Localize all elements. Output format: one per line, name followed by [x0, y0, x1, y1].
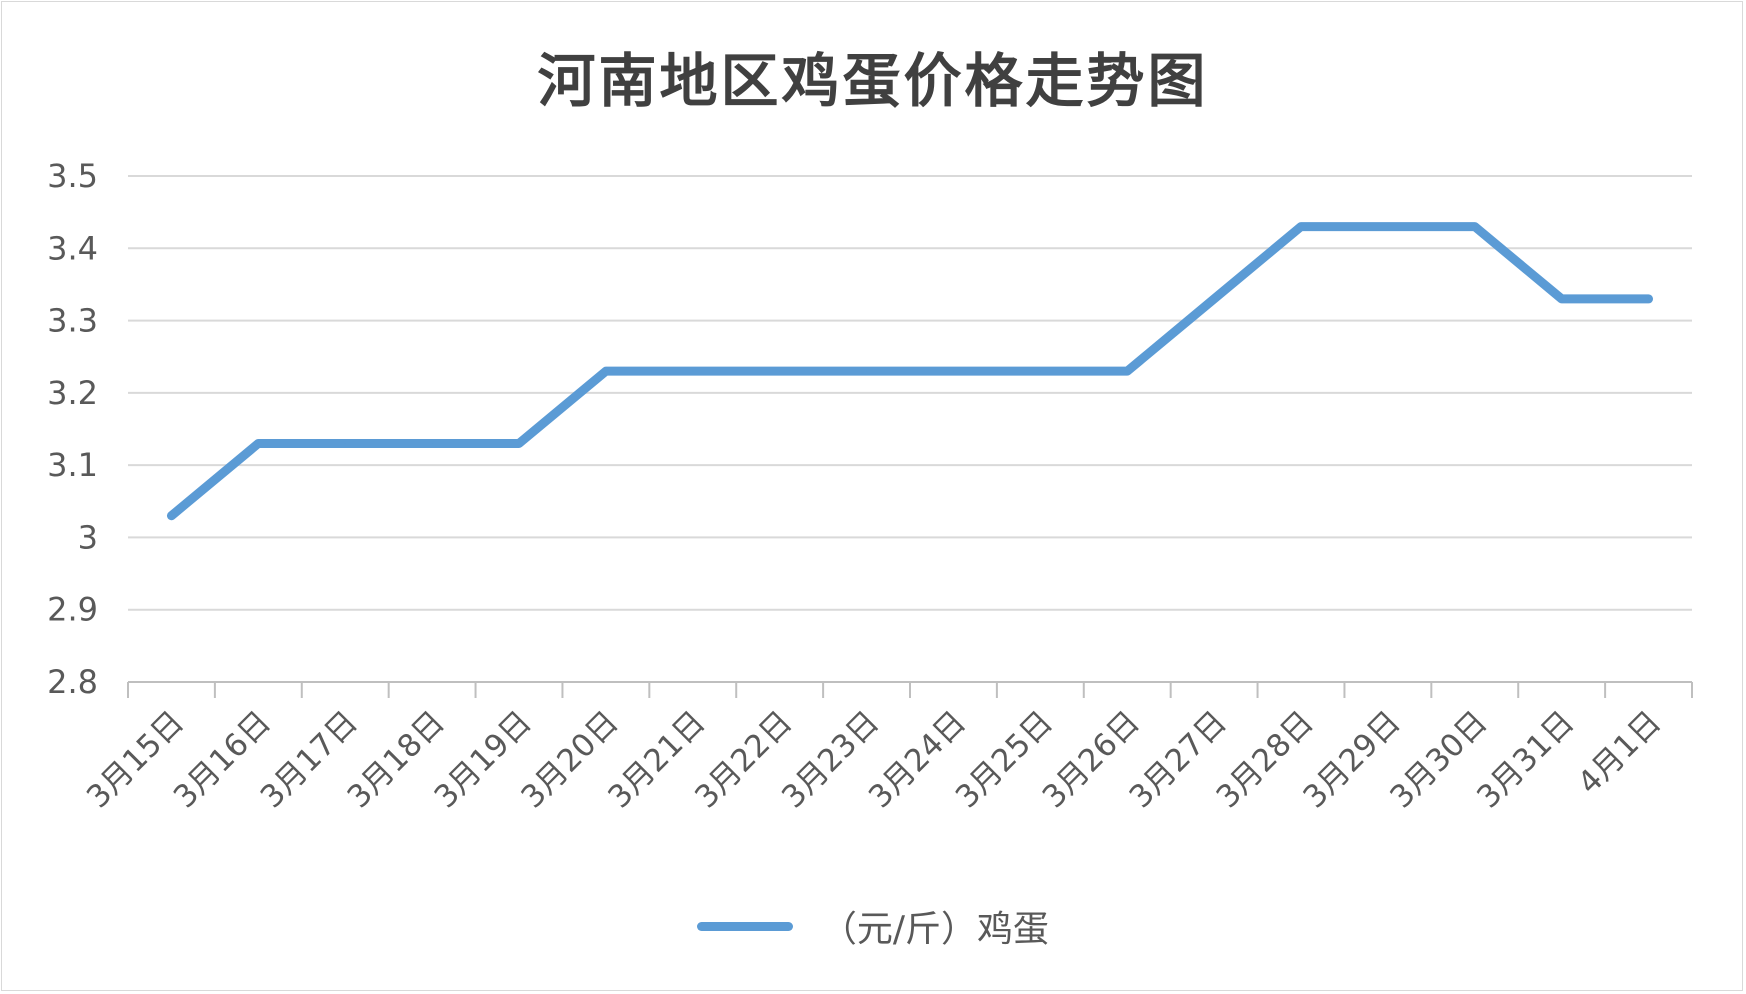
legend-swatch	[696, 921, 793, 931]
data-point	[1387, 226, 1389, 228]
data-point	[1561, 298, 1563, 300]
x-tick-label: 4月1日	[1571, 704, 1668, 801]
data-point	[1300, 226, 1302, 228]
data-point	[1213, 298, 1215, 300]
y-tick-label: 2.9	[47, 591, 98, 629]
series-line	[166, 222, 1654, 521]
data-point	[431, 442, 433, 444]
data-point	[518, 442, 520, 444]
y-tick-label: 3.3	[47, 302, 98, 340]
data-point	[1126, 370, 1128, 372]
y-tick-label: 3.2	[47, 374, 98, 412]
data-point	[779, 370, 781, 372]
data-point	[1039, 370, 1041, 372]
data-point	[1648, 298, 1650, 300]
chart-title: 河南地区鸡蛋价格走势图	[537, 47, 1209, 115]
data-point	[170, 515, 172, 517]
y-tick-label: 3.4	[47, 229, 98, 267]
y-tick-label: 3.5	[47, 157, 98, 195]
data-point	[866, 370, 868, 372]
data-point	[1474, 226, 1476, 228]
data-point	[692, 370, 694, 372]
x-tick-label: 3月31日	[1470, 704, 1581, 815]
legend-label: （元/斤）鸡蛋	[820, 909, 1050, 950]
y-tick-label: 3.1	[47, 446, 98, 484]
y-tick-label: 3	[78, 518, 98, 556]
legend: （元/斤）鸡蛋	[0, 900, 1746, 952]
data-point	[257, 442, 259, 444]
data-point	[952, 370, 954, 372]
data-point	[605, 370, 607, 372]
data-point	[344, 442, 346, 444]
y-tick-label: 2.8	[47, 663, 98, 701]
